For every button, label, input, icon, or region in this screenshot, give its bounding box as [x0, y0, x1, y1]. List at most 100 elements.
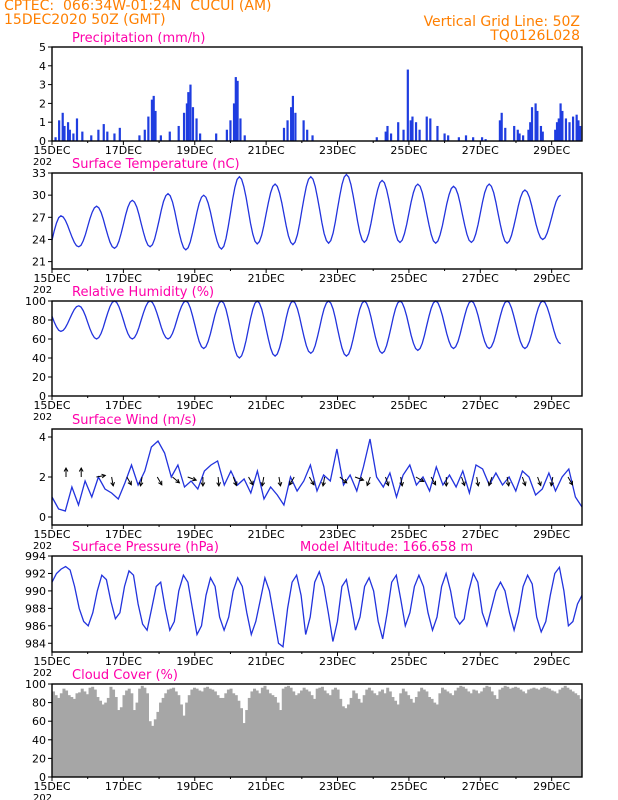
wind-xtick-label: 21DEC — [248, 528, 285, 541]
wind-arrow-head — [260, 481, 266, 487]
wind-arrow — [366, 476, 371, 486]
cloud-bar — [78, 692, 82, 777]
cloud-panel: 0 20 40 60 80 100 15DEC 17DEC 19DEC 21DEC 23DEC 25D… — [25, 678, 583, 800]
wind-arrow-head — [175, 478, 181, 484]
cloud-bar — [169, 688, 173, 777]
cloud-bar — [409, 698, 413, 777]
cloud-bar — [216, 695, 220, 777]
precip-bar — [302, 120, 305, 141]
precip-bar — [539, 125, 543, 141]
cloud-bar — [561, 687, 565, 777]
wind-arrow — [400, 476, 403, 486]
precip-bar — [81, 131, 84, 141]
cloud-bar — [276, 702, 280, 777]
pres-xtick-label: 17DEC — [105, 655, 142, 668]
wind-arrow-head — [192, 476, 198, 482]
cloud-xtick-label: 27DEC — [462, 780, 499, 793]
pres-xtick-label: 15DEC — [33, 655, 70, 668]
cloud-bar — [378, 691, 382, 777]
header-grid-note: Vertical Grid Line: 50Z — [423, 14, 580, 30]
pres-ytick-label: 992 — [25, 567, 46, 580]
cloud-bar — [159, 702, 163, 777]
wind-arrow-head — [110, 481, 115, 487]
cloud-bar — [192, 687, 196, 777]
cloud-bar — [488, 686, 492, 777]
wind-arrow-head — [443, 482, 449, 488]
precip-bar — [191, 107, 195, 141]
cloud-ytick-label: 20 — [32, 752, 46, 765]
pres-panel: 984 986 988 990 992 994 15DEC 17DEC 19DEC 21DEC 23… — [25, 550, 583, 679]
cloud-bar — [57, 697, 61, 777]
cloud-bar — [414, 697, 418, 777]
cloud-ytick-label: 100 — [25, 678, 46, 691]
precip-bar — [406, 69, 409, 141]
cloud-bar — [104, 702, 108, 777]
cloud-bar — [417, 691, 421, 777]
precip-xtick-label: 29DEC — [533, 144, 570, 157]
cloud-bar — [145, 693, 150, 777]
cloud-bar — [294, 695, 298, 777]
cloud-bar — [498, 689, 502, 777]
cloud-bar — [85, 694, 89, 777]
cloud-bar — [67, 695, 71, 777]
cloud-frame — [51, 683, 583, 778]
cloud-bar — [206, 686, 210, 777]
wind-arrow-head — [475, 481, 481, 487]
cloud-bar — [566, 687, 570, 777]
cloud-bar — [101, 704, 105, 777]
precip-bar — [541, 131, 544, 141]
cloud-bar — [112, 689, 116, 777]
wind-xtick-label: 19DEC — [176, 528, 213, 541]
cloud-bar — [524, 693, 528, 777]
cloud-xtick-label: 15DEC — [33, 780, 70, 793]
cloud-bar — [315, 688, 319, 777]
precip-bar — [554, 129, 557, 141]
precip-bar — [185, 103, 189, 141]
cloud-ytick-label: 40 — [32, 734, 46, 747]
cloud-bar — [292, 691, 296, 777]
precip-bar — [411, 116, 414, 141]
cloud-bar — [211, 689, 215, 777]
precip-bar — [418, 129, 421, 141]
cloud-bar — [459, 685, 463, 777]
precip-bar — [425, 116, 428, 141]
precip-bar — [429, 118, 432, 141]
temp-xtick-label: 21DEC — [248, 272, 285, 285]
precip-bar — [75, 118, 79, 141]
cloud-bar — [493, 695, 497, 777]
wind-line — [51, 438, 583, 512]
precip-ytick-label: 1 — [39, 116, 46, 129]
cloud-bar — [446, 691, 450, 777]
cloud-bar — [347, 704, 351, 777]
precip-bar — [177, 125, 180, 141]
rh-ytick-label: 0 — [39, 390, 46, 403]
cloud-bar — [91, 686, 95, 777]
cloud-bar — [495, 698, 499, 777]
temp-ytick-label: 33 — [32, 167, 46, 180]
cloud-bar — [122, 695, 126, 777]
cloud-bar — [268, 693, 272, 777]
precip-bar — [414, 122, 418, 141]
precip-bar — [54, 137, 57, 141]
wind-arrow — [339, 476, 348, 484]
cloud-ytick-label: 80 — [32, 697, 46, 710]
cloud-bar — [448, 693, 452, 777]
precip-bar — [464, 135, 468, 141]
precip-bar — [555, 122, 559, 141]
temp-ytick-label: 27 — [32, 211, 46, 224]
cloud-bar — [70, 697, 74, 777]
cloud-bar — [54, 695, 58, 777]
precip-bar — [152, 95, 155, 141]
cloud-xtick-label: 23DEC — [319, 780, 356, 793]
cloud-bar — [198, 690, 202, 777]
precip-bar — [527, 129, 530, 141]
cloud-bar — [537, 689, 541, 777]
cloud-bar — [271, 695, 275, 777]
cloud-bar — [401, 688, 405, 777]
cloud-bar — [119, 707, 123, 777]
cloud-bar — [555, 693, 559, 777]
wind-arrow-head — [200, 482, 206, 488]
cloud-xtick-label: 17DEC — [105, 780, 142, 793]
wind-arrow — [476, 476, 479, 486]
cloud-bar — [469, 693, 473, 777]
